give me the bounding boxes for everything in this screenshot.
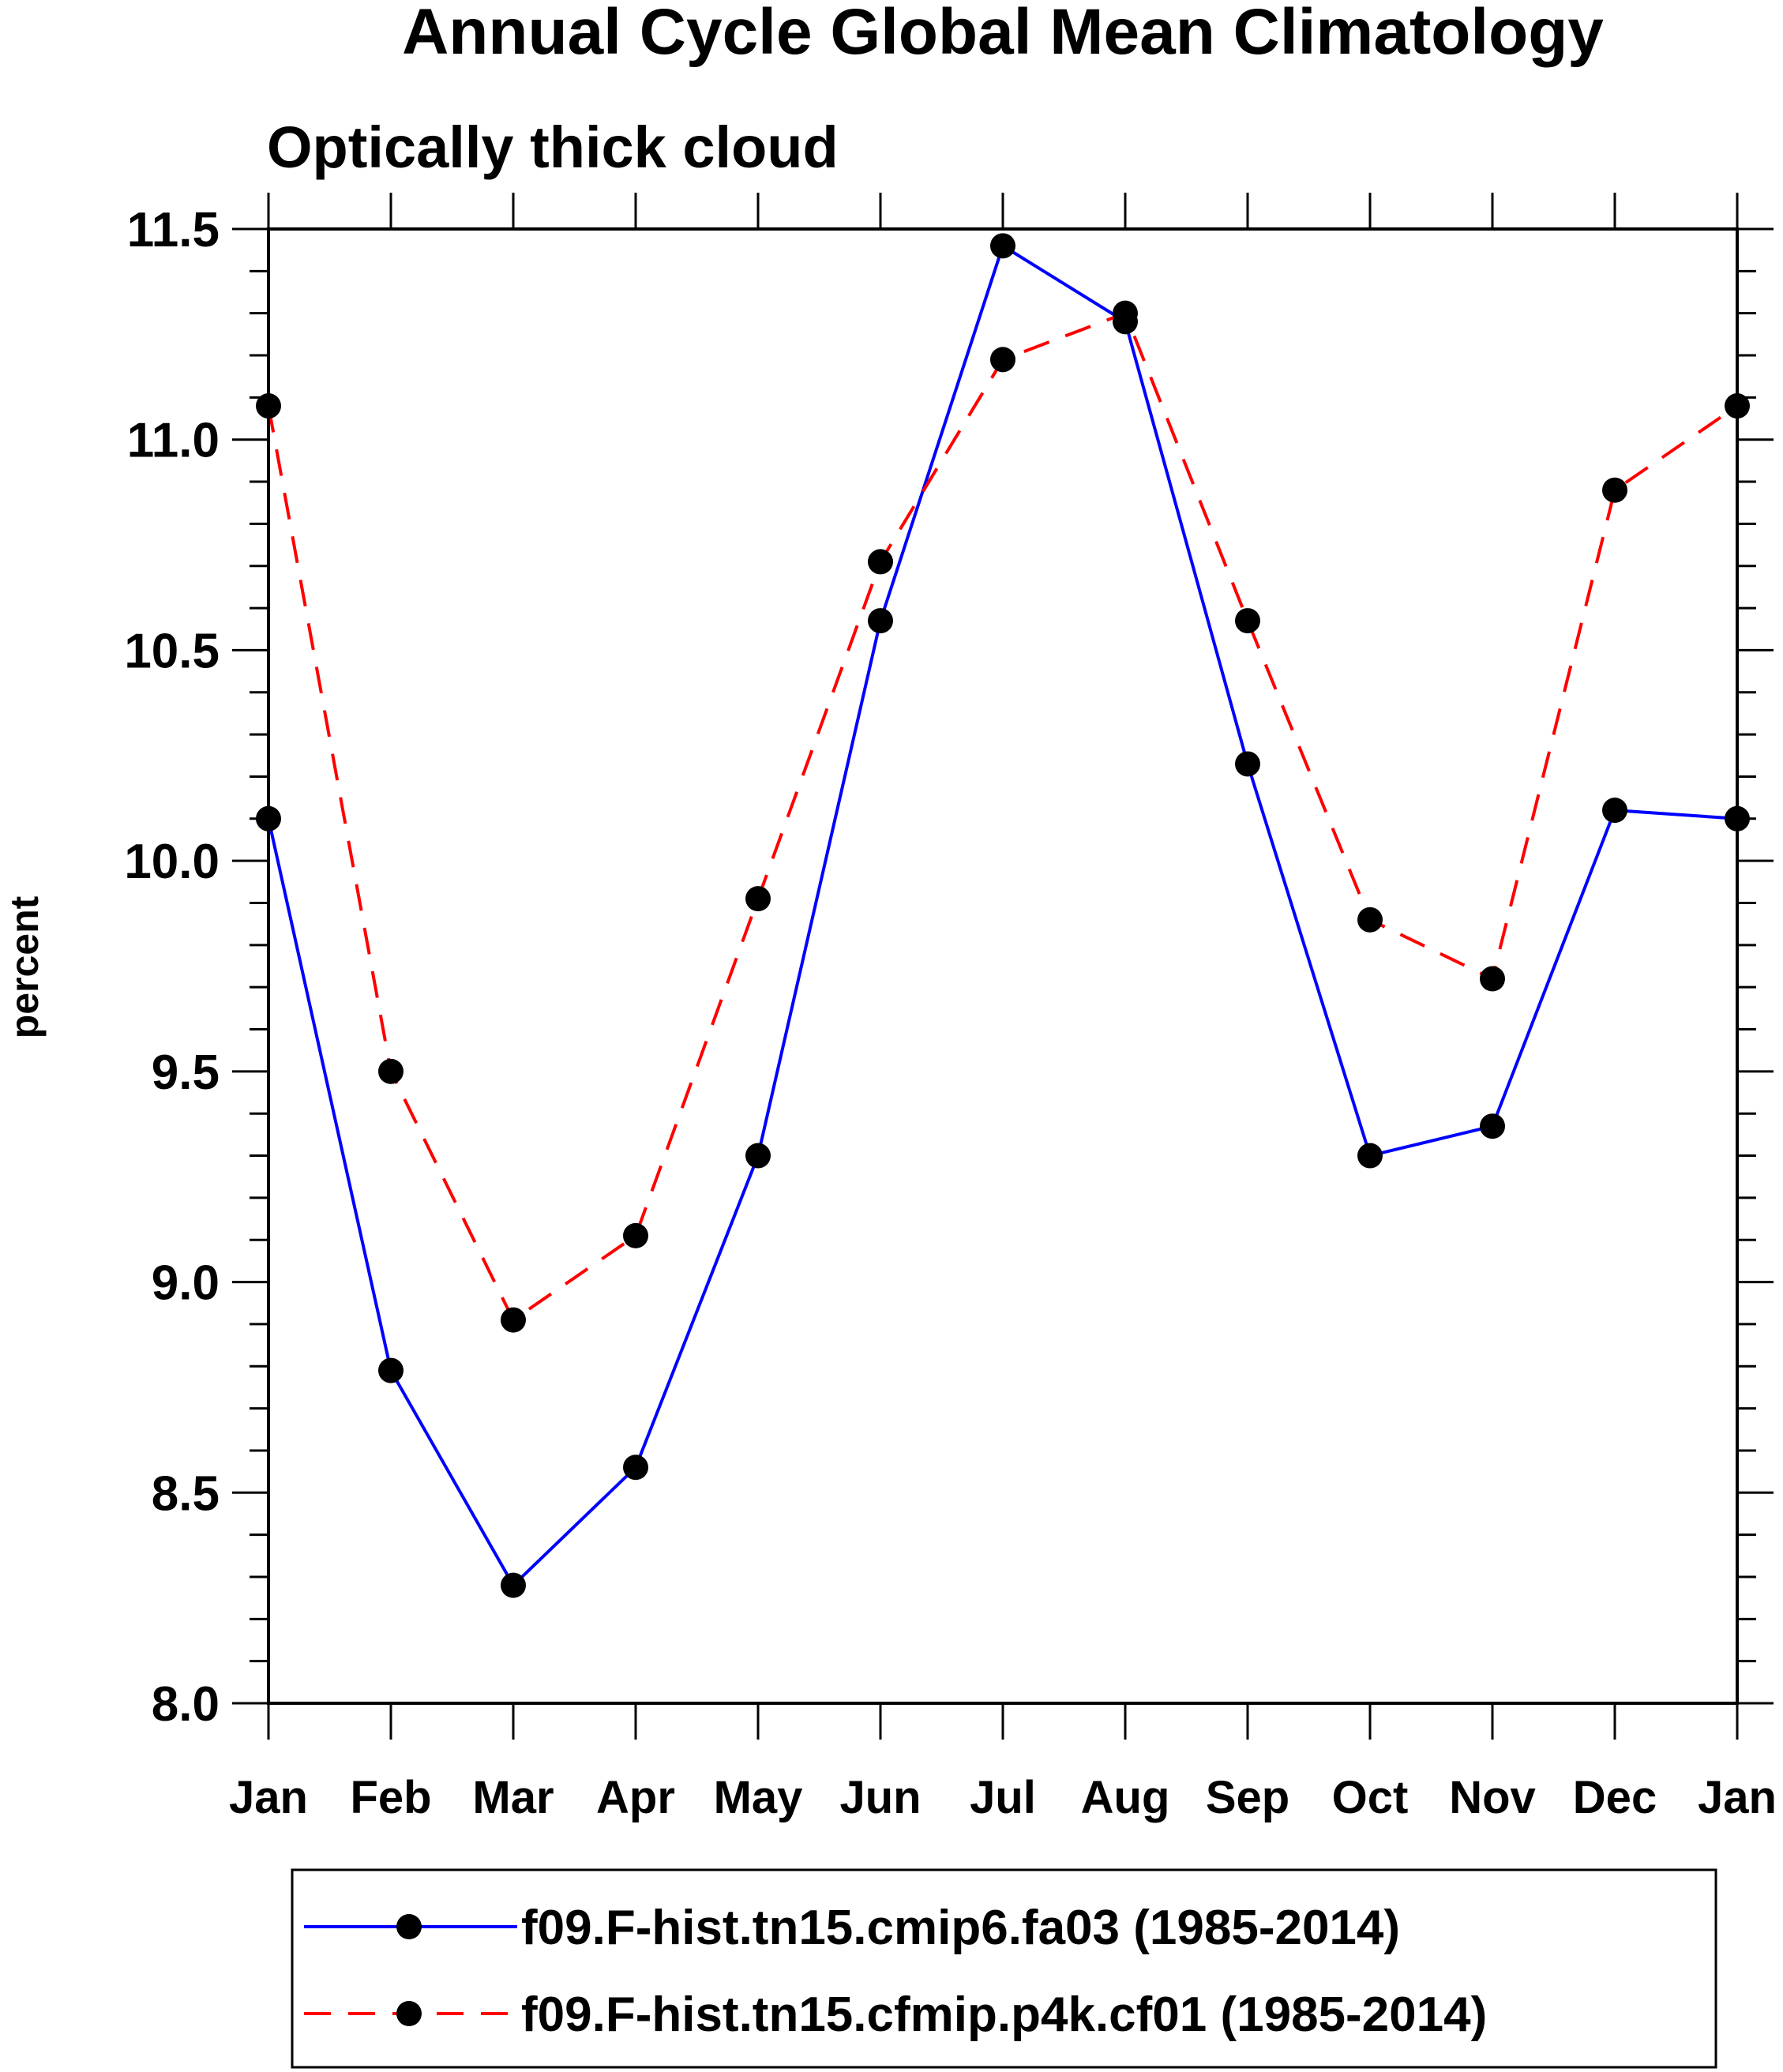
series-1-point: [745, 1143, 771, 1169]
y-tick-label: 11.0: [127, 414, 220, 468]
x-tick-label: Sep: [1206, 1772, 1289, 1823]
series-1-point: [501, 1572, 526, 1598]
y-tick-label: 8.5: [152, 1466, 220, 1521]
series-1-point: [1357, 1143, 1383, 1169]
x-tick-label: Jan: [1698, 1772, 1777, 1823]
series-1-point: [1235, 751, 1260, 777]
y-tick-label: 9.0: [152, 1256, 220, 1311]
x-tick-label: Jul: [970, 1772, 1036, 1823]
legend-entries: f09.F-hist.tn15.cmip6.fa03 (1985-2014) f0…: [304, 1901, 1487, 2042]
x-tick-label: Jun: [839, 1772, 921, 1823]
series-2-point: [1235, 608, 1260, 634]
plot-frame: [267, 227, 1739, 1705]
y-axis-label: percent: [2, 895, 47, 1038]
y-tick-label: 10.5: [124, 624, 220, 678]
axis-ticks: [232, 193, 1774, 1740]
y-tick-label: 10.0: [124, 835, 220, 889]
y-tick-label: 8.0: [152, 1677, 220, 1732]
x-tick-label: Jan: [229, 1772, 308, 1823]
series-1-point: [990, 233, 1015, 259]
x-tick-label: Nov: [1449, 1772, 1536, 1823]
series-2-point: [1602, 477, 1627, 503]
legend: f09.F-hist.tn15.cmip6.fa03 (1985-2014) f0…: [291, 1868, 1717, 2069]
x-tick-label: May: [714, 1772, 803, 1823]
y-tick-label: 9.5: [152, 1045, 220, 1100]
legend-box: [291, 1868, 1717, 2069]
chart-subtitle: Optically thick cloud: [267, 114, 839, 180]
series-1-point: [378, 1357, 404, 1383]
series-layer: [256, 233, 1750, 1598]
series-2-point: [745, 886, 771, 912]
series-line-2: [267, 311, 1739, 1323]
x-tick-label: Mar: [472, 1772, 554, 1823]
legend-label-2: f09.F-hist.tn15.cfmip.p4k.cf01 (1985-201…: [521, 1988, 1487, 2042]
series-2-point: [1357, 906, 1383, 933]
x-tick-label: Dec: [1573, 1772, 1657, 1823]
series-2-point: [868, 549, 893, 575]
chart-title: Annual Cycle Global Mean Climatology: [402, 0, 1604, 68]
x-tick-label: Oct: [1332, 1772, 1409, 1823]
series-2-point: [990, 347, 1015, 373]
y-tick-label: 11.5: [127, 203, 220, 257]
x-tick-label: Feb: [350, 1772, 431, 1823]
legend-label-1: f09.F-hist.tn15.cmip6.fa03 (1985-2014): [521, 1901, 1400, 1955]
series-2-point: [1480, 966, 1505, 992]
legend-marker-1: [396, 1914, 422, 1939]
series-2-point: [623, 1222, 648, 1248]
series-2-point: [378, 1058, 404, 1084]
x-tick-label: Aug: [1081, 1772, 1170, 1823]
y-tick-labels: 8.0 8.5 9.0 9.5 10.0 10.5 11.0 11.5: [124, 203, 220, 1732]
series-1-point: [623, 1455, 648, 1481]
series-2-point: [501, 1307, 526, 1333]
series-1-point: [1602, 798, 1627, 824]
legend-marker-2: [396, 2001, 422, 2026]
series-1-point: [868, 608, 893, 634]
series-1-point: [1480, 1113, 1505, 1139]
series-line-1: [267, 243, 1738, 1588]
x-tick-label: Apr: [596, 1772, 675, 1823]
series-2-point: [1113, 300, 1138, 326]
x-tick-labels: Jan Feb Mar Apr May Jun Jul Aug Sep Oct Nov Dec Jan: [229, 1772, 1777, 1823]
